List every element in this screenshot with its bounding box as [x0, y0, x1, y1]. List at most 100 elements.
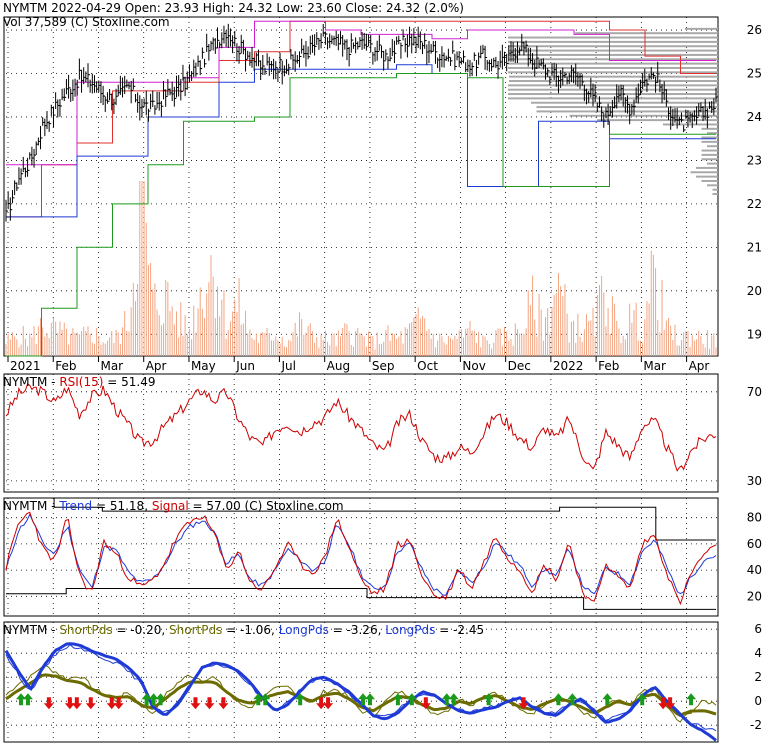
buy-arrow-icon	[148, 693, 159, 706]
x-tick-label: Nov	[462, 359, 485, 373]
x-tick-label: 2022	[553, 359, 584, 373]
price-channels	[6, 20, 716, 357]
volume-profile-bar	[597, 119, 718, 122]
sell-arrow-icon	[658, 697, 669, 710]
volume-profile-bar	[508, 53, 718, 56]
volume-profile-bar	[701, 136, 718, 139]
volume-header: Vol 37,589 (C) Stoxline.com	[3, 15, 170, 29]
volume-profile-bar	[508, 36, 718, 39]
y-tick-label: 19	[747, 327, 762, 341]
stochastic-label: NYMTM - Trend = 51.18, Signal = 57.00 (C…	[3, 499, 344, 513]
volume-profile-bar	[707, 145, 718, 148]
volume-profile-bar	[508, 49, 718, 52]
buy-arrow-icon	[686, 693, 697, 706]
sell-arrow-icon	[71, 697, 82, 710]
buy-arrow-icon	[553, 693, 564, 706]
y-tick-label: 20	[747, 284, 762, 298]
buy-arrow-icon	[567, 693, 578, 706]
channel-line-magenta	[6, 20, 716, 166]
buy-arrow-icon	[155, 693, 166, 706]
volume-profile-bar	[508, 97, 718, 100]
sell-arrow-icon	[316, 697, 327, 710]
trend-line	[5, 513, 717, 596]
sell-arrow-icon	[64, 697, 75, 710]
y-tick-label: -2	[750, 718, 762, 732]
buy-arrow-icon	[406, 693, 417, 706]
buy-arrow-icon	[141, 693, 152, 706]
x-tick-label: May	[191, 359, 216, 373]
volume-profile-bar	[707, 184, 718, 187]
x-tick-label: Apr	[689, 359, 710, 373]
volume-profile-bar	[509, 80, 718, 82]
volume-profile-bar	[508, 93, 718, 96]
y-tick-label: 40	[747, 563, 762, 577]
sell-arrow-icon	[218, 697, 229, 710]
sell-arrow-icon	[106, 697, 117, 710]
y-tick-label: 80	[747, 511, 762, 525]
volume-profile-bar	[701, 127, 718, 130]
y-tick-label: 26	[747, 23, 762, 37]
y-tick-label: 25	[747, 67, 762, 81]
x-tick-label: Aug	[327, 359, 350, 373]
volume-profile-bar	[701, 179, 718, 182]
buy-arrow-icon	[441, 693, 452, 706]
rsi-series	[5, 383, 717, 472]
sell-arrow-icon	[113, 697, 124, 710]
volume-profile-bar	[508, 62, 718, 65]
rsi-label: NYMTM - RSI(15) = 51.49	[3, 375, 156, 389]
y-tick-label: 2	[754, 670, 762, 684]
x-tick-label: Sep	[372, 359, 395, 373]
y-tick-label: 20	[747, 589, 762, 603]
rsi-line	[5, 383, 717, 472]
sell-arrow-icon	[190, 697, 201, 710]
signal-label: Signal	[152, 499, 189, 513]
signal-line	[5, 511, 717, 606]
volume-profile-bar	[707, 162, 718, 165]
buy-arrow-icon	[637, 693, 648, 706]
stochastic-lower-band	[6, 588, 716, 610]
pds-signal-arrows	[15, 693, 697, 710]
stochastic-series	[5, 497, 717, 610]
price-header: NYMTM 2022-04-29 Open: 23.93 High: 24.32…	[3, 1, 464, 15]
volume-profile-bar	[508, 45, 718, 48]
sell-arrow-icon	[420, 697, 431, 710]
pds-panel-frame	[3, 621, 719, 743]
volume-profile-bar	[508, 88, 718, 91]
stochastic-panel-frame	[3, 497, 719, 617]
long-pds-label-2: LongPds	[385, 623, 435, 637]
volume-profile-bar	[508, 58, 718, 61]
y-tick-label: 6	[754, 622, 762, 636]
volume-profile-bar	[707, 132, 718, 135]
volume-profile-bar	[712, 188, 718, 191]
buy-arrow-icon	[260, 693, 271, 706]
x-tick-label: Feb	[55, 359, 76, 373]
sell-arrow-icon	[204, 697, 215, 710]
y-tick-label: 23	[747, 153, 762, 167]
x-tick-label: Jul	[280, 359, 295, 373]
y-tick-label: 70	[747, 385, 762, 399]
volume-profile-bar	[509, 75, 718, 78]
volume-profile-bar	[696, 175, 718, 178]
volume-profile-bar	[696, 166, 718, 169]
volume-profile-bar	[701, 140, 718, 143]
volume-bars	[5, 181, 717, 356]
buy-arrow-icon	[448, 693, 459, 706]
volume-profile-bar	[701, 153, 718, 156]
sell-arrow-icon	[43, 697, 54, 710]
y-tick-label: 0	[754, 694, 762, 708]
long-pds-label-1: LongPds	[279, 623, 329, 637]
y-tick-label: 4	[754, 646, 762, 660]
x-tick-label: Jun	[235, 359, 255, 373]
short-pds-label-1: ShortPds	[59, 623, 112, 637]
buy-arrow-icon	[392, 693, 403, 706]
buy-arrow-icon	[483, 693, 494, 706]
y-tick-label: 22	[747, 197, 762, 211]
price-panel-frame	[3, 16, 719, 357]
volume-profile-bar	[701, 158, 718, 161]
volume-profile-bar	[575, 32, 718, 35]
volume-profile-bar	[508, 84, 718, 87]
buy-arrow-icon	[15, 693, 26, 706]
